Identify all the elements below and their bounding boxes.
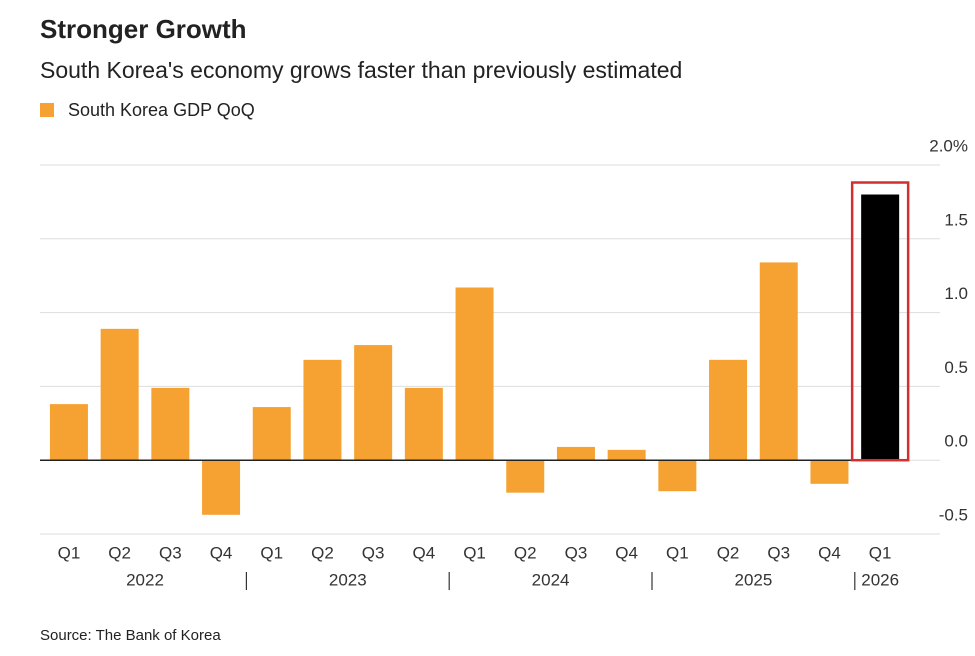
bar (658, 460, 697, 492)
x-tick-label: Q4 (413, 543, 436, 562)
x-tick-label: Q3 (362, 543, 385, 562)
bar (151, 387, 190, 461)
bar (404, 387, 443, 461)
bar (252, 407, 291, 461)
x-tick-label: Q4 (210, 543, 233, 562)
year-label: 2026 (861, 570, 899, 589)
legend-swatch (40, 103, 54, 117)
y-tick-label: -0.5 (939, 505, 968, 524)
x-tick-label: Q4 (615, 543, 638, 562)
chart-subtitle: South Korea's economy grows faster than … (40, 57, 682, 83)
x-tick-label: Q3 (159, 543, 182, 562)
bar (455, 287, 494, 461)
bar (709, 359, 748, 461)
x-tick-label: Q4 (818, 543, 841, 562)
bar (100, 328, 139, 461)
bar (506, 460, 545, 493)
x-tick-label: Q3 (565, 543, 588, 562)
highlight-box (850, 181, 910, 462)
year-label: 2024 (532, 570, 570, 589)
y-tick-label: 2.0% (929, 136, 968, 155)
source: Source: The Bank of Korea (40, 627, 221, 644)
legend-label: South Korea GDP QoQ (68, 100, 255, 120)
x-tick-label: Q2 (311, 543, 334, 562)
year-label: 2023 (329, 570, 367, 589)
x-tick-label: Q2 (514, 543, 537, 562)
bar (607, 449, 646, 461)
bar (759, 262, 798, 461)
x-tick-label: Q1 (260, 543, 283, 562)
x-tick-label: Q1 (463, 543, 486, 562)
x-tick-label: Q1 (869, 543, 892, 562)
x-tick-label: Q3 (767, 543, 790, 562)
y-tick-label: 0.5 (944, 358, 968, 377)
chart-title: Stronger Growth (40, 14, 247, 44)
year-label: 2025 (734, 570, 772, 589)
bar (861, 194, 900, 461)
bar (49, 404, 88, 461)
bar (202, 460, 241, 515)
x-tick-label: Q2 (717, 543, 740, 562)
bar (810, 460, 849, 484)
y-tick-label: 0.0 (944, 432, 968, 451)
bar (354, 345, 393, 461)
x-tick-label: Q2 (108, 543, 131, 562)
x-tick-label: Q1 (666, 543, 689, 562)
y-tick-label: 1.0 (944, 284, 968, 303)
bar (303, 359, 342, 461)
x-tick-label: Q1 (58, 543, 81, 562)
y-tick-label: 1.5 (944, 210, 968, 229)
bar (556, 446, 595, 461)
year-label: 2022 (126, 570, 164, 589)
